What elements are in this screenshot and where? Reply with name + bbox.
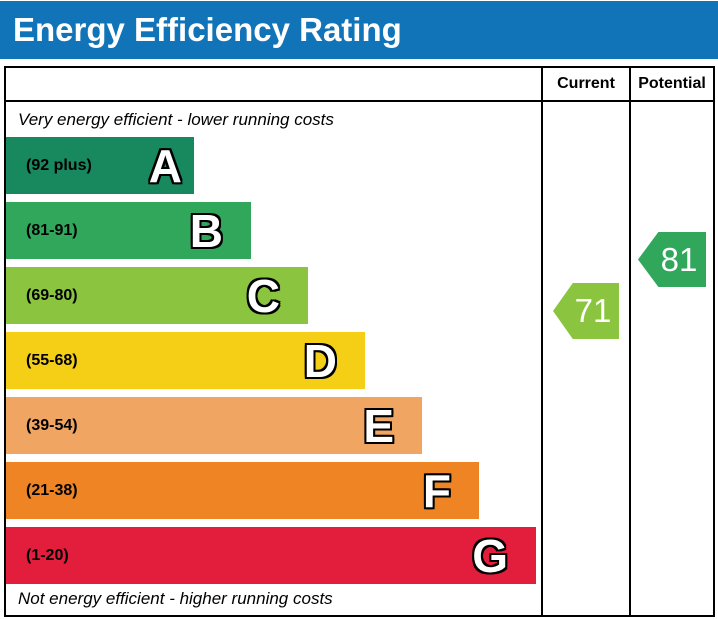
- band-row-e: (39-54) E: [6, 397, 541, 454]
- bottom-note: Not energy efficient - higher running co…: [18, 588, 333, 608]
- current-column-body: 71: [543, 102, 629, 615]
- band-range-label: (55-68): [26, 351, 78, 369]
- band-bar-f: (21-38) F: [6, 462, 479, 519]
- band-range-label: (81-91): [26, 221, 78, 239]
- band-row-b: (81-91) B: [6, 202, 541, 259]
- potential-column-header: Potential: [631, 68, 713, 102]
- band-letter: B: [189, 204, 223, 257]
- top-note: Very energy efficient - lower running co…: [18, 109, 334, 129]
- bands-column-body: Very energy efficient - lower running co…: [6, 102, 541, 615]
- potential-column: Potential 81: [631, 68, 713, 615]
- current-rating-value: 71: [574, 292, 612, 329]
- title-bar: Energy Efficiency Rating: [0, 1, 718, 59]
- band-range-label: (69-80): [26, 286, 78, 304]
- band-row-g: (1-20) G: [6, 527, 541, 584]
- band-bar-g: (1-20) G: [6, 527, 536, 584]
- band-letter: A: [148, 139, 182, 192]
- current-rating-arrow: 71: [553, 283, 619, 339]
- band-letter: E: [363, 399, 394, 452]
- potential-rating-arrow: 81: [638, 232, 706, 287]
- page-title: Energy Efficiency Rating: [13, 11, 402, 48]
- bands-column: Very energy efficient - lower running co…: [6, 68, 543, 615]
- band-letter: C: [246, 269, 280, 322]
- current-column: Current 71: [543, 68, 631, 615]
- band-row-a: (92 plus) A: [6, 137, 541, 194]
- band-bar-a: (92 plus) A: [6, 137, 194, 194]
- band-bar-e: (39-54) E: [6, 397, 422, 454]
- band-range-label: (21-38): [26, 481, 78, 499]
- band-row-f: (21-38) F: [6, 462, 541, 519]
- current-column-header: Current: [543, 68, 629, 102]
- band-range-label: (1-20): [26, 546, 69, 564]
- rating-table: Very energy efficient - lower running co…: [4, 66, 715, 617]
- band-bar-b: (81-91) B: [6, 202, 251, 259]
- bands-column-header: [6, 68, 541, 102]
- band-letter: D: [303, 334, 337, 387]
- band-row-d: (55-68) D: [6, 332, 541, 389]
- band-bar-d: (55-68) D: [6, 332, 365, 389]
- band-letter: G: [472, 529, 508, 582]
- band-letter: F: [422, 464, 451, 517]
- band-row-c: (69-80) C: [6, 267, 541, 324]
- band-range-label: (39-54): [26, 416, 78, 434]
- potential-column-body: 81: [631, 102, 713, 615]
- potential-rating-value: 81: [660, 240, 698, 278]
- band-bar-c: (69-80) C: [6, 267, 308, 324]
- band-range-label: (92 plus): [26, 156, 92, 174]
